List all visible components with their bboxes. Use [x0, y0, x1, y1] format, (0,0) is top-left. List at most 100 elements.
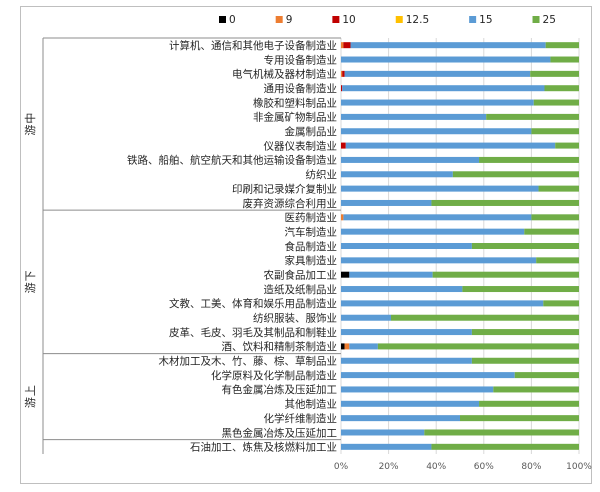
- category-label: 废弃资源综合利用业: [243, 197, 338, 210]
- bar-segment: [341, 400, 480, 407]
- category-label: 其他制造业: [285, 398, 338, 411]
- bar-segment: [533, 99, 579, 106]
- legend-swatch: [395, 16, 403, 23]
- bar-segment: [432, 271, 579, 278]
- category-label: 橡胶和塑料制品业: [253, 96, 337, 109]
- bar-segment: [341, 70, 343, 77]
- bar-segment: [341, 329, 472, 336]
- bar-segment: [341, 99, 534, 106]
- bar-segment: [341, 128, 532, 135]
- bar-segment: [341, 443, 432, 450]
- bar-segment: [341, 343, 345, 350]
- group-label: 中: [24, 113, 37, 124]
- bar-segment: [342, 85, 545, 92]
- bar-segment: [479, 400, 579, 407]
- legend-swatch: [469, 16, 477, 23]
- bar-segment: [344, 70, 531, 77]
- category-label: 计算机、通信和其他电子设备制造业: [169, 39, 337, 52]
- group-label: 上: [24, 385, 37, 396]
- legend-label: 15: [479, 14, 492, 26]
- category-label: 农副食品加工业: [264, 268, 338, 281]
- bar-segment: [341, 113, 487, 120]
- bar-segment: [531, 128, 579, 135]
- group-label: 游: [24, 397, 37, 408]
- bar-segment: [424, 429, 579, 436]
- bar-segment: [544, 85, 579, 92]
- category-label: 化学纤维制造业: [264, 412, 338, 425]
- bar-segment: [341, 429, 425, 436]
- legend-label: 0: [229, 14, 236, 26]
- bar-segment: [341, 156, 480, 163]
- category-label: 医药制造业: [285, 211, 338, 224]
- category-label: 化学原料及化学制品制造业: [211, 369, 337, 382]
- bar-segment: [341, 199, 432, 206]
- bar-segment: [349, 271, 433, 278]
- bar-segment: [530, 70, 579, 77]
- bar-segment: [390, 314, 579, 321]
- x-tick-label: 20%: [379, 462, 399, 472]
- bar-segment: [460, 415, 579, 422]
- x-tick-label: 40%: [426, 462, 446, 472]
- bar-segment: [341, 357, 472, 364]
- bar-segment: [341, 228, 525, 235]
- bar-segment: [431, 443, 579, 450]
- bar-segment: [431, 199, 579, 206]
- bar-segment: [341, 214, 344, 221]
- bar-segment: [341, 415, 460, 422]
- category-label: 造纸及纸制品业: [264, 283, 338, 296]
- legend-swatch: [219, 16, 226, 23]
- category-label: 纺织服装、服饰业: [253, 312, 337, 325]
- bar-segment: [452, 171, 579, 178]
- category-label: 食品制造业: [285, 240, 338, 253]
- bar-segment: [341, 300, 544, 307]
- category-label: 印刷和记录媒介复制业: [232, 182, 337, 195]
- bar-segment: [344, 343, 350, 350]
- bar-segment: [343, 42, 351, 49]
- legend-label: 12.5: [406, 14, 429, 26]
- bar-segment: [550, 56, 579, 63]
- chart-frame: 计算机、通信和其他电子设备制造业 专用设备制造业 电气机械及器材制造业 通用设备制造业…: [20, 6, 592, 484]
- bar-segment: [350, 42, 546, 49]
- legend-label: 10: [342, 14, 355, 26]
- legend-label: 25: [543, 14, 556, 26]
- bar-segment: [545, 42, 579, 49]
- bar-segment: [341, 171, 453, 178]
- category-label: 专用设备制造业: [264, 53, 338, 66]
- bar-segment: [531, 214, 579, 221]
- bar-segment: [341, 372, 515, 379]
- bar-segment: [462, 286, 579, 293]
- bar-segment: [536, 257, 579, 264]
- bar-segment: [341, 56, 551, 63]
- bar-segment: [493, 386, 579, 393]
- bar-segment: [471, 357, 579, 364]
- category-label: 有色金属冶炼及压延加工: [222, 383, 338, 396]
- group-label: 游: [24, 125, 37, 136]
- bar-segment: [341, 42, 344, 49]
- bar-segment: [538, 185, 579, 192]
- bar-segment: [341, 286, 463, 293]
- bar-segment: [341, 85, 343, 92]
- category-label: 仪器仪表制造业: [264, 139, 338, 152]
- bar-segment: [341, 314, 391, 321]
- category-label: 石油加工、炼焦及核燃料加工业: [190, 441, 337, 454]
- legend-swatch: [332, 16, 340, 23]
- bar-segment: [555, 142, 579, 149]
- bar-segment: [471, 243, 579, 249]
- bar-segment: [341, 243, 472, 249]
- category-label: 家具制造业: [285, 254, 338, 267]
- x-tick-label: 80%: [521, 462, 541, 472]
- x-tick-label: 0%: [334, 462, 349, 472]
- bar-segment: [343, 214, 532, 221]
- legend-swatch: [275, 16, 283, 23]
- category-label: 金属制品业: [285, 125, 338, 138]
- category-label: 木材加工及木、竹、藤、棕、草制品业: [159, 355, 338, 368]
- bar-segment: [486, 113, 579, 120]
- bar-segment: [341, 386, 494, 393]
- bar-segment: [377, 343, 579, 350]
- bar-segment: [345, 142, 556, 149]
- group-label: 下: [24, 270, 37, 281]
- category-label: 文教、工美、体育和娱乐用品制造业: [169, 297, 337, 310]
- category-label: 非金属矿物制品业: [253, 111, 337, 124]
- stacked-bar-chart: 计算机、通信和其他电子设备制造业专用设备制造业电气机械及器材制造业通用设备制造业…: [24, 14, 592, 472]
- legend-label: 9: [286, 14, 293, 26]
